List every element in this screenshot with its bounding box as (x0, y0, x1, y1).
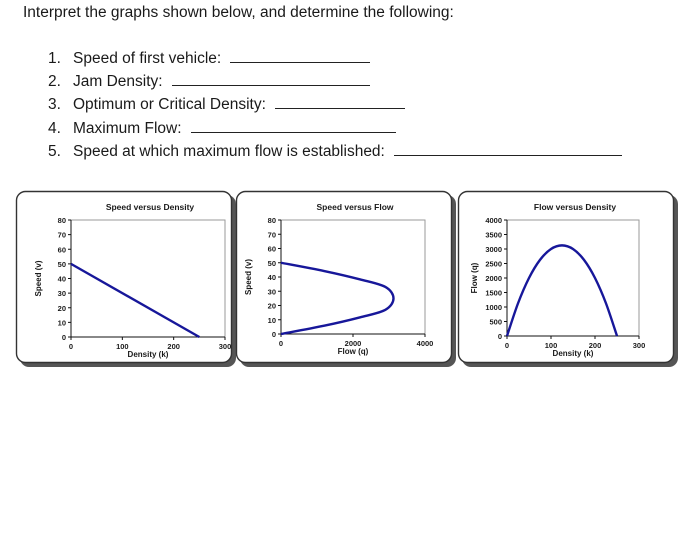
y-tick-label: 3000 (485, 245, 502, 254)
y-tick-label: 1500 (485, 289, 502, 298)
question-1: 1. Speed of first vehicle: (48, 48, 622, 71)
x-axis-label: Density (k) (128, 350, 169, 359)
y-tick-label: 60 (268, 245, 276, 254)
x-tick-label: 100 (545, 341, 558, 350)
question-text: Jam Density: (73, 73, 163, 91)
question-text: Optimum or Critical Density: (73, 96, 266, 114)
y-axis-label: Flow (q) (470, 262, 479, 293)
question-number: 2. (48, 73, 61, 91)
answer-blank (171, 71, 370, 87)
series-line (280, 261, 395, 336)
series-line (70, 262, 200, 339)
chart-svg-0: Speed versus Density 0 10 20 30 40 50 60 70 80 0 10… (15, 190, 236, 367)
question-number: 1. (48, 50, 61, 67)
x-tick-label: 200 (167, 342, 180, 351)
question-number: 3. (48, 96, 61, 114)
y-tick-label: 2500 (485, 260, 502, 269)
question-4: 4. Maximum Flow: (48, 118, 622, 141)
question-text: Speed of first vehicle: (73, 50, 222, 67)
y-tick-label: 80 (58, 216, 66, 225)
x-tick-label: 300 (633, 341, 646, 350)
chart-speed-vs-density: Speed versus Density 0 10 20 30 40 50 60 70 80 0 10… (15, 190, 240, 370)
y-tick-label: 30 (268, 287, 276, 296)
x-tick-label: 2000 (345, 339, 362, 348)
chart-title: Speed versus Density (106, 202, 195, 212)
series-line (505, 244, 619, 337)
chart-title: Speed versus Flow (317, 202, 394, 212)
y-tick-label: 4000 (485, 216, 502, 225)
x-tick-label: 300 (219, 342, 232, 351)
x-tick-label: 0 (69, 342, 73, 351)
chart-svg-2: Flow versus Density050010001500200025003… (457, 190, 678, 367)
x-tick-label: 200 (589, 341, 602, 350)
y-tick-label: 30 (58, 289, 66, 298)
x-axis-label: Flow (q) (338, 347, 369, 356)
y-axis-label: Speed (v) (34, 260, 43, 296)
x-tick-label: 0 (279, 339, 283, 348)
question-number: 5. (48, 142, 61, 160)
plot-area (506, 219, 640, 337)
y-tick-label: 60 (58, 245, 66, 254)
y-axis-label: Speed (v) (244, 259, 253, 295)
chart-flow-vs-density: Flow versus Density 0 500 1000 1500 2000 2500 3… (457, 190, 682, 370)
y-tick-label: 0 (498, 332, 502, 341)
y-tick-label: 0 (62, 333, 66, 342)
chart-svg-1: Speed versus Flow 0 10 20 30 40 50 60 70 80 0 2000 4… (235, 190, 456, 367)
question-text: Speed at which maximum flow is establish… (73, 142, 385, 160)
y-tick-label: 50 (268, 259, 276, 268)
y-tick-label: 70 (58, 231, 66, 240)
y-tick-label: 10 (268, 316, 276, 325)
y-tick-label: 10 (58, 318, 66, 327)
y-tick-label: 20 (268, 302, 276, 311)
question-3: 3. Optimum or Critical Density: (48, 94, 622, 117)
y-tick-label: 70 (268, 230, 276, 239)
x-tick-label: 0 (505, 341, 509, 350)
x-axis-label: Density (k) (553, 349, 594, 358)
y-tick-label: 3500 (485, 231, 502, 240)
y-tick-label: 40 (58, 275, 66, 284)
question-number: 4. (48, 119, 61, 137)
plot-area (70, 219, 226, 338)
y-tick-label: 2000 (485, 274, 502, 283)
question-5: 5. Speed at which maximum flow is establ… (48, 141, 622, 164)
y-tick-label: 40 (268, 273, 276, 282)
y-tick-label: 500 (489, 318, 502, 327)
answer-blank (393, 141, 622, 156)
y-tick-label: 50 (58, 260, 66, 269)
y-tick-label: 0 (272, 330, 276, 339)
question-list: 1. Speed of first vehicle: 2. Jam Densit… (48, 48, 622, 164)
answer-blank (190, 118, 396, 133)
question-text: Maximum Flow: (73, 119, 182, 137)
x-tick-label: 100 (116, 342, 129, 351)
instructions-text: Interpret the graphs shown below, and de… (23, 4, 454, 21)
y-tick-label: 1000 (485, 303, 502, 312)
chart-speed-vs-flow: Speed versus Flow 0 10 20 30 40 50 60 70 80 0 2000 4… (235, 190, 460, 370)
chart-title: Flow versus Density (534, 202, 616, 212)
answer-blank (230, 48, 371, 63)
x-tick-label: 4000 (417, 339, 434, 348)
question-2: 2. Jam Density: (48, 71, 622, 94)
y-tick-label: 80 (268, 216, 276, 225)
y-tick-label: 20 (58, 304, 66, 313)
answer-blank (274, 94, 405, 110)
